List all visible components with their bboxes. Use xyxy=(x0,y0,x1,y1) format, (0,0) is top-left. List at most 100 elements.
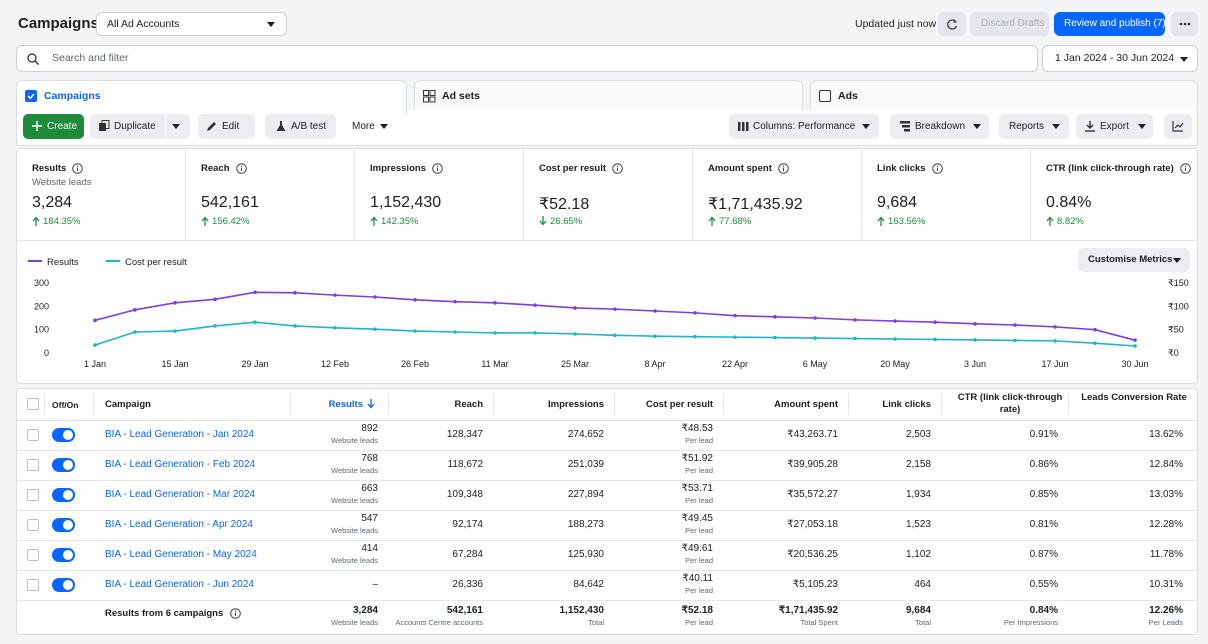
info-icon-part xyxy=(76,165,79,167)
export-button[interactable]: Export xyxy=(1076,114,1153,139)
caret xyxy=(172,124,180,129)
tab-icon-part xyxy=(819,90,831,102)
info-icon xyxy=(236,163,247,174)
data-point xyxy=(573,306,577,310)
column-header: Impressions xyxy=(548,399,604,410)
row-line xyxy=(16,540,1198,541)
campaign-link[interactable]: BIA - Lead Generation - Jan 2024 xyxy=(105,429,254,440)
cell-unit: Website leads xyxy=(331,556,378,565)
trend-arrow xyxy=(370,216,378,226)
x-tick-label: 26 Feb xyxy=(401,359,429,369)
tab-icon-part xyxy=(27,93,35,100)
more-button[interactable]: More xyxy=(344,114,394,139)
tab[interactable]: Ads xyxy=(810,80,1198,110)
y2-tick-label: ₹50 xyxy=(1168,325,1184,335)
info-icon xyxy=(932,163,943,174)
review-publish-button[interactable]: Review and publish (7) xyxy=(1054,12,1166,36)
search-icon-part xyxy=(34,60,39,65)
trend-arrow-part xyxy=(370,216,378,226)
refresh-button[interactable] xyxy=(938,12,966,36)
metric-change: 26.65% xyxy=(550,216,583,227)
row-checkbox[interactable] xyxy=(27,519,39,531)
cell-value: ₹27,053.18 xyxy=(787,519,838,530)
page-title: Campaigns xyxy=(18,15,99,32)
chart-toggle-button[interactable] xyxy=(1164,114,1192,139)
cell-value: 3,284 xyxy=(352,605,378,616)
info-icon-part xyxy=(436,165,439,167)
more-options-button[interactable] xyxy=(1171,12,1198,36)
y-tick-label: 100 xyxy=(34,325,49,335)
cell-value: 663 xyxy=(361,483,378,494)
cell-value: ₹39,905.28 xyxy=(787,459,838,470)
row-checkbox[interactable] xyxy=(27,429,39,441)
cell-value: 128,347 xyxy=(446,429,483,440)
tab[interactable]: Campaigns xyxy=(16,80,407,114)
search-bar[interactable]: Search and filter xyxy=(16,45,1038,72)
tab-label: Ads xyxy=(838,90,858,102)
column-divider xyxy=(93,393,94,415)
duplicate-button[interactable]: Duplicate xyxy=(90,114,190,139)
column-divider xyxy=(941,393,942,415)
create-button[interactable]: Create xyxy=(23,114,84,139)
row-checkbox[interactable] xyxy=(27,398,39,410)
cell-value: 1,102 xyxy=(905,549,931,560)
cell-unit: Per lead xyxy=(685,526,713,535)
campaign-link[interactable]: BIA - Lead Generation - Jun 2024 xyxy=(105,579,254,590)
data-point xyxy=(813,316,817,320)
metrics-divider xyxy=(16,240,1198,241)
breakdown-button-icon-part xyxy=(904,129,910,132)
row-checkbox[interactable] xyxy=(27,549,39,561)
data-point xyxy=(733,335,737,339)
campaign-link[interactable]: BIA - Lead Generation - Apr 2024 xyxy=(105,519,253,530)
caret-part xyxy=(172,124,180,129)
row-checkbox[interactable] xyxy=(27,579,39,591)
edit-button-icon-part xyxy=(207,122,216,131)
edit-button-icon xyxy=(207,122,216,131)
trend-arrow-part xyxy=(201,216,209,226)
ab-test-button[interactable]: A/B test xyxy=(265,114,336,139)
x-tick-label: 15 Jan xyxy=(161,359,188,369)
account-name: All Ad Accounts xyxy=(107,18,180,30)
trend-arrow-part xyxy=(877,216,885,226)
data-point xyxy=(1133,338,1137,342)
discard-drafts-button: Discard Drafts xyxy=(970,12,1049,36)
account-select[interactable]: All Ad Accounts xyxy=(96,12,287,36)
campaign-link[interactable]: BIA - Lead Generation - Feb 2024 xyxy=(105,459,256,470)
metric-divider xyxy=(692,148,693,240)
customise-metrics-button[interactable]: Customise Metrics xyxy=(1078,248,1190,272)
tab-icon-part xyxy=(423,96,429,103)
column-divider xyxy=(614,393,615,415)
info-icon-part xyxy=(1185,167,1186,172)
info-icon-part xyxy=(77,167,78,172)
row-checkbox[interactable] xyxy=(27,459,39,471)
tab[interactable]: Ad sets xyxy=(414,80,803,110)
cell-value: 26,336 xyxy=(452,579,483,590)
row-checkbox[interactable] xyxy=(27,489,39,501)
data-point xyxy=(973,338,977,342)
cell-value: 13.62% xyxy=(1149,429,1183,440)
campaign-link[interactable]: BIA - Lead Generation - Mar 2024 xyxy=(105,489,256,500)
data-point xyxy=(173,329,177,333)
columns-button-icon-part xyxy=(746,122,749,131)
dots-icon xyxy=(1179,22,1191,26)
cell-value: 542,161 xyxy=(446,605,483,616)
reports-button[interactable]: Reports xyxy=(999,114,1069,139)
breakdown-button[interactable]: Breakdown xyxy=(890,114,989,139)
discard-label: Discard Drafts xyxy=(981,18,1045,29)
campaign-link[interactable]: BIA - Lead Generation - May 2024 xyxy=(105,549,257,560)
column-divider xyxy=(388,393,389,415)
breakdown-button-icon-part xyxy=(900,121,910,124)
x-tick-label: 20 May xyxy=(880,359,910,369)
caret xyxy=(1173,258,1181,263)
date-range: 1 Jan 2024 - 30 Jun 2024 xyxy=(1055,52,1175,64)
cell-value: ₹35,572.27 xyxy=(787,489,838,500)
data-point xyxy=(1133,344,1137,348)
metrics-panel xyxy=(16,148,1198,384)
columns-button[interactable]: Columns: Performance xyxy=(729,114,879,139)
date-range-picker[interactable]: 1 Jan 2024 - 30 Jun 2024 xyxy=(1042,45,1198,72)
info-icon-part xyxy=(432,163,443,174)
data-point xyxy=(853,318,857,322)
metric-label: CTR (link click-through rate) xyxy=(1046,163,1174,174)
edit-button[interactable]: Edit xyxy=(198,114,255,139)
